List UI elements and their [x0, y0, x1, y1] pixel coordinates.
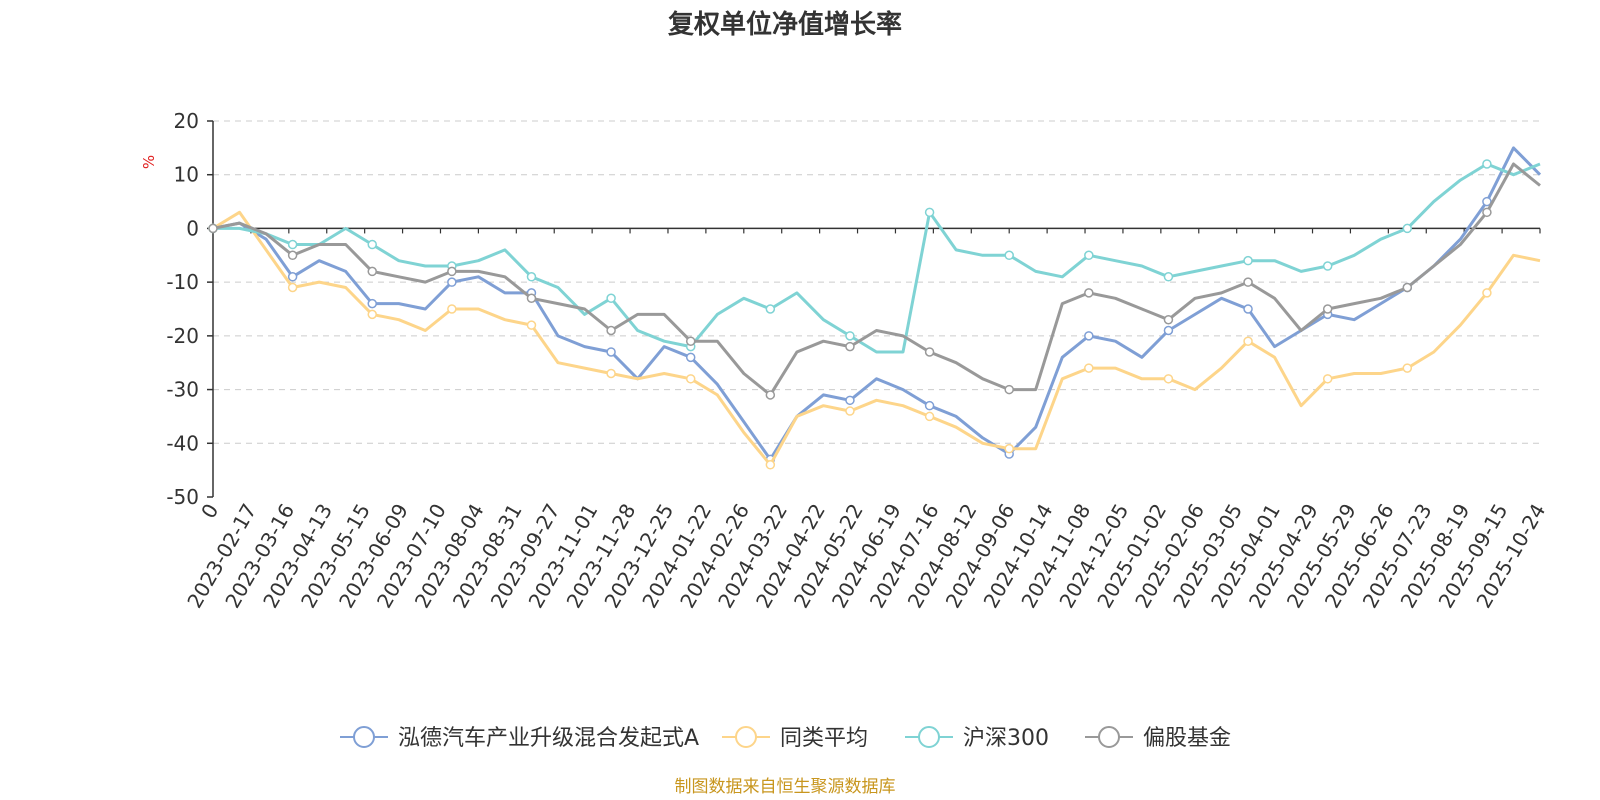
legend-label: 偏股基金 — [1143, 726, 1231, 751]
data-point — [606, 368, 616, 379]
data-point — [924, 207, 935, 218]
data-point — [287, 250, 298, 261]
y-tick-label: 0 — [186, 216, 199, 240]
legend-item-2[interactable]: 同类平均 — [722, 726, 868, 751]
data-point — [685, 336, 696, 346]
data-point — [447, 277, 457, 287]
series-line-1 — [212, 146, 1542, 461]
data-point — [1084, 331, 1094, 341]
data-point — [1402, 363, 1413, 373]
x-tick-label: 0 — [196, 500, 223, 523]
data-point — [1243, 255, 1253, 266]
data-point — [606, 325, 616, 336]
legend-label: 同类平均 — [780, 726, 868, 751]
data-point — [287, 272, 298, 282]
legend-item-3[interactable]: 沪深300 — [905, 726, 1049, 751]
legend-label: 泓德汽车产业升级混合发起式A — [398, 726, 699, 751]
y-tick-label: -40 — [166, 431, 199, 455]
data-point — [924, 400, 935, 411]
data-point — [1482, 196, 1492, 207]
data-point — [1163, 314, 1174, 325]
data-point — [765, 304, 776, 314]
y-axis-unit: % — [140, 155, 158, 169]
data-point — [1402, 223, 1413, 234]
legend-marker-icon — [735, 726, 757, 748]
legend-marker-icon — [918, 726, 940, 748]
data-point — [1243, 304, 1253, 314]
data-point — [1004, 250, 1014, 261]
y-tick-label: -50 — [166, 485, 199, 509]
legend[interactable]: 泓德汽车产业升级混合发起式A 同类平均 沪深300 偏股基金 — [340, 726, 1231, 751]
data-point — [924, 347, 935, 357]
data-point — [1243, 336, 1253, 346]
data-point — [606, 347, 616, 357]
series-line-3 — [213, 162, 1541, 354]
y-tick-label: -20 — [166, 324, 199, 348]
legend-marker-icon — [1098, 726, 1120, 748]
data-point — [1482, 159, 1492, 169]
data-point — [447, 304, 457, 314]
data-point — [765, 390, 776, 400]
legend-marker-icon — [353, 726, 375, 748]
data-point — [367, 266, 377, 277]
data-source-note: 制图数据来自恒生聚源数据库 — [675, 777, 896, 797]
data-point — [367, 239, 377, 250]
data-point — [1322, 304, 1333, 314]
data-point — [685, 352, 696, 363]
legend-label: 沪深300 — [963, 726, 1049, 751]
data-point — [367, 298, 377, 309]
data-point — [1322, 261, 1333, 271]
data-point — [845, 331, 855, 341]
data-point — [845, 341, 855, 352]
data-point — [1243, 277, 1253, 287]
data-point — [1402, 282, 1413, 293]
data-point — [1163, 374, 1174, 384]
data-point — [1163, 325, 1174, 336]
data-point — [1004, 384, 1014, 395]
axes: 20100-10-20-30-40-5002023-02-172023-03-1… — [166, 109, 1550, 612]
series-line-2 — [212, 210, 1541, 467]
data-point — [447, 266, 457, 277]
chart-title: 复权单位净值增长率 — [668, 9, 902, 40]
data-point — [1482, 207, 1492, 218]
series-lines — [208, 146, 1542, 470]
y-tick-label: 10 — [174, 163, 199, 187]
data-point — [1482, 288, 1492, 298]
data-point — [1004, 443, 1014, 454]
data-point — [1084, 363, 1094, 373]
data-point — [924, 411, 935, 422]
data-point — [765, 460, 776, 470]
data-point — [606, 293, 616, 304]
series-line-4 — [212, 162, 1541, 397]
data-point — [845, 406, 855, 416]
data-point — [287, 239, 298, 250]
data-point — [1084, 288, 1094, 298]
y-tick-label: 20 — [174, 109, 199, 133]
data-point — [367, 309, 377, 320]
data-point — [526, 272, 537, 282]
data-point — [526, 293, 537, 304]
data-point — [1084, 250, 1094, 261]
legend-item-4[interactable]: 偏股基金 — [1085, 726, 1231, 751]
data-point — [1163, 272, 1174, 282]
data-point — [685, 374, 696, 384]
data-point — [208, 223, 218, 234]
data-point — [287, 282, 298, 293]
legend-item-1[interactable]: 泓德汽车产业升级混合发起式A — [340, 726, 699, 751]
y-tick-label: -10 — [166, 270, 199, 294]
y-tick-label: -30 — [166, 378, 199, 402]
data-point — [845, 395, 855, 406]
data-point — [526, 320, 537, 330]
data-point — [1322, 374, 1333, 384]
grid-lines — [213, 120, 1540, 444]
